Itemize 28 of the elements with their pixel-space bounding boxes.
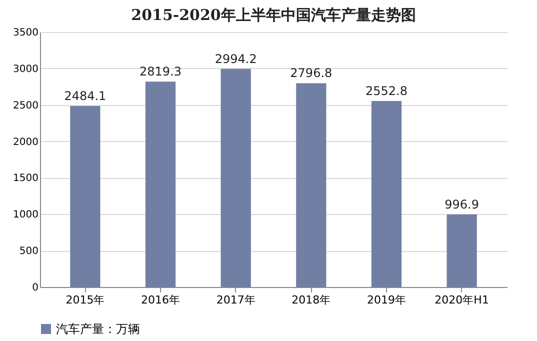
x-tick-label: 2016年 <box>141 294 180 306</box>
bar <box>446 214 477 287</box>
y-tick-label: 3000 <box>13 64 38 75</box>
y-tick-label: 1000 <box>13 210 38 221</box>
y-tick-label: 2000 <box>13 136 38 148</box>
data-label: 2994.2 <box>214 52 257 66</box>
y-tick-label: 500 <box>19 246 38 258</box>
x-tick-label: 2019年 <box>366 294 406 306</box>
bar <box>220 68 251 287</box>
y-tick-label: 2500 <box>13 100 38 112</box>
bar <box>145 82 176 287</box>
x-tick-label: 2020年H1 <box>434 294 489 306</box>
bar <box>70 106 100 287</box>
data-label: 2552.8 <box>365 84 408 98</box>
y-tick-label: 1500 <box>13 173 38 184</box>
x-tick-label: 2017年 <box>216 294 256 306</box>
y-tick-label: 3500 <box>13 28 38 38</box>
x-tick-label: 2018年 <box>292 294 331 306</box>
x-tick-label: 2015年 <box>66 294 105 306</box>
data-label: 996.9 <box>444 197 479 212</box>
y-tick-label: 0 <box>32 282 38 294</box>
chart-title: 2015-2020年上半年中国汽车产量走势图 <box>131 6 416 24</box>
data-label: 2819.3 <box>140 64 182 79</box>
data-label: 2484.1 <box>64 89 106 104</box>
bar <box>371 101 402 287</box>
bar <box>296 83 326 287</box>
legend-label: 汽车产量：万辆 <box>56 322 140 336</box>
data-label: 2796.8 <box>290 66 332 80</box>
